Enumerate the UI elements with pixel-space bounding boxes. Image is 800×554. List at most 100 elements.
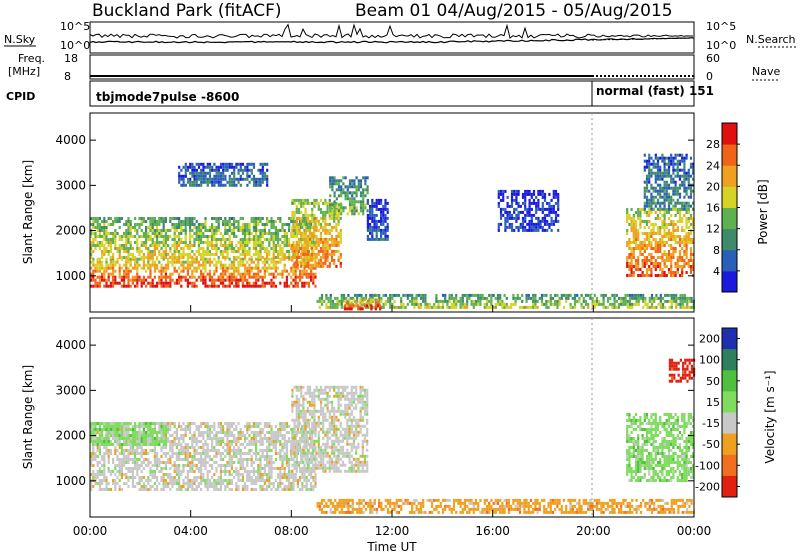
echo-cell bbox=[186, 223, 189, 226]
echo-cell bbox=[222, 162, 225, 166]
echo-cell bbox=[169, 247, 172, 250]
echo-cell bbox=[656, 256, 660, 259]
echo-cell bbox=[173, 232, 176, 235]
echo-cell bbox=[630, 208, 633, 211]
echo-cell bbox=[272, 244, 275, 247]
echo-cell bbox=[237, 171, 240, 175]
echo-cell bbox=[200, 183, 203, 187]
echo-cell bbox=[186, 422, 189, 425]
echo-cell bbox=[296, 253, 299, 256]
echo-cell bbox=[107, 250, 110, 253]
echo-cell bbox=[173, 443, 176, 446]
echo-cell bbox=[193, 437, 196, 440]
echo-cell bbox=[626, 214, 629, 217]
echo-cell bbox=[389, 305, 392, 309]
echo-cell bbox=[643, 159, 646, 163]
echo-cell bbox=[217, 464, 220, 467]
echo-cell bbox=[182, 446, 185, 449]
echo-cell bbox=[667, 192, 671, 196]
echo-cell bbox=[241, 284, 244, 288]
echo-cell bbox=[145, 284, 148, 288]
echo-cell bbox=[329, 293, 332, 297]
echo-cell bbox=[313, 225, 316, 229]
echo-cell bbox=[193, 269, 196, 273]
echo-cell bbox=[283, 235, 286, 238]
echo-cell bbox=[319, 216, 323, 220]
echo-cell bbox=[333, 200, 336, 204]
echo-cell bbox=[692, 162, 695, 166]
echo-cell bbox=[233, 275, 236, 279]
echo-cell bbox=[241, 275, 244, 279]
echo-cell bbox=[654, 189, 657, 193]
echo-cell bbox=[359, 206, 363, 210]
echo-cell bbox=[526, 192, 529, 196]
echo-cell bbox=[580, 305, 583, 309]
echo-cell bbox=[648, 174, 651, 178]
echo-cell bbox=[107, 241, 110, 244]
echo-cell bbox=[204, 431, 207, 434]
echo-cell bbox=[224, 284, 227, 288]
echo-cell bbox=[667, 207, 671, 211]
echo-cell bbox=[505, 296, 508, 300]
echo-cell bbox=[125, 220, 128, 223]
echo-cell bbox=[683, 214, 686, 217]
echo-cell bbox=[138, 452, 141, 455]
echo-cell bbox=[654, 204, 657, 208]
freq-tick-top: 18 bbox=[64, 52, 78, 65]
echo-cell bbox=[450, 296, 453, 300]
echo-cell bbox=[676, 268, 679, 271]
echo-cell bbox=[145, 232, 148, 235]
echo-cell bbox=[134, 275, 137, 279]
echo-cell bbox=[204, 260, 207, 264]
echo-cell bbox=[323, 299, 326, 303]
echo-cell bbox=[125, 260, 128, 264]
echo-cell bbox=[255, 244, 258, 247]
echo-cell bbox=[455, 299, 458, 303]
echo-cell bbox=[384, 207, 387, 211]
echo-cell bbox=[228, 244, 231, 247]
echo-cell bbox=[285, 232, 288, 235]
echo-cell bbox=[335, 201, 338, 205]
echo-cell bbox=[300, 198, 303, 202]
echo-cell bbox=[109, 247, 112, 250]
echo-cell bbox=[138, 446, 141, 449]
echo-cell bbox=[503, 293, 506, 297]
echo-cell bbox=[158, 461, 161, 464]
echo-cell bbox=[169, 446, 172, 449]
echo-cell bbox=[228, 220, 231, 223]
echo-cell bbox=[193, 470, 196, 473]
echo-cell bbox=[195, 250, 198, 253]
echo-cell bbox=[279, 257, 282, 261]
echo-cell bbox=[665, 183, 668, 187]
echo-cell bbox=[313, 222, 316, 226]
echo-cell bbox=[313, 234, 316, 238]
echo-cell bbox=[259, 232, 262, 235]
echo-cell bbox=[202, 437, 205, 440]
echo-cell bbox=[643, 192, 646, 196]
echo-cell bbox=[206, 260, 209, 264]
echo-cell bbox=[125, 284, 128, 288]
echo-cell bbox=[98, 479, 101, 482]
echo-cell bbox=[681, 274, 684, 277]
echo-cell bbox=[114, 482, 117, 485]
echo-cell bbox=[311, 258, 314, 262]
echo-cell bbox=[324, 240, 327, 244]
echo-cell bbox=[200, 434, 203, 437]
echo-cell bbox=[648, 296, 651, 300]
echo-cell bbox=[400, 305, 403, 309]
echo-cell bbox=[118, 488, 121, 491]
echo-cell bbox=[112, 284, 115, 288]
echo-cell bbox=[492, 293, 495, 297]
echo-cell bbox=[685, 232, 688, 235]
echo-cell bbox=[678, 244, 682, 247]
echo-cell bbox=[339, 234, 342, 238]
echo-cell bbox=[156, 238, 159, 241]
echo-cell bbox=[543, 207, 547, 211]
echo-cell bbox=[659, 262, 662, 265]
echo-cell bbox=[239, 272, 242, 276]
echo-cell bbox=[348, 307, 351, 311]
echo-cell bbox=[351, 185, 354, 189]
echo-cell bbox=[182, 470, 185, 473]
echo-cell bbox=[116, 220, 119, 223]
echo-cell bbox=[114, 241, 117, 244]
